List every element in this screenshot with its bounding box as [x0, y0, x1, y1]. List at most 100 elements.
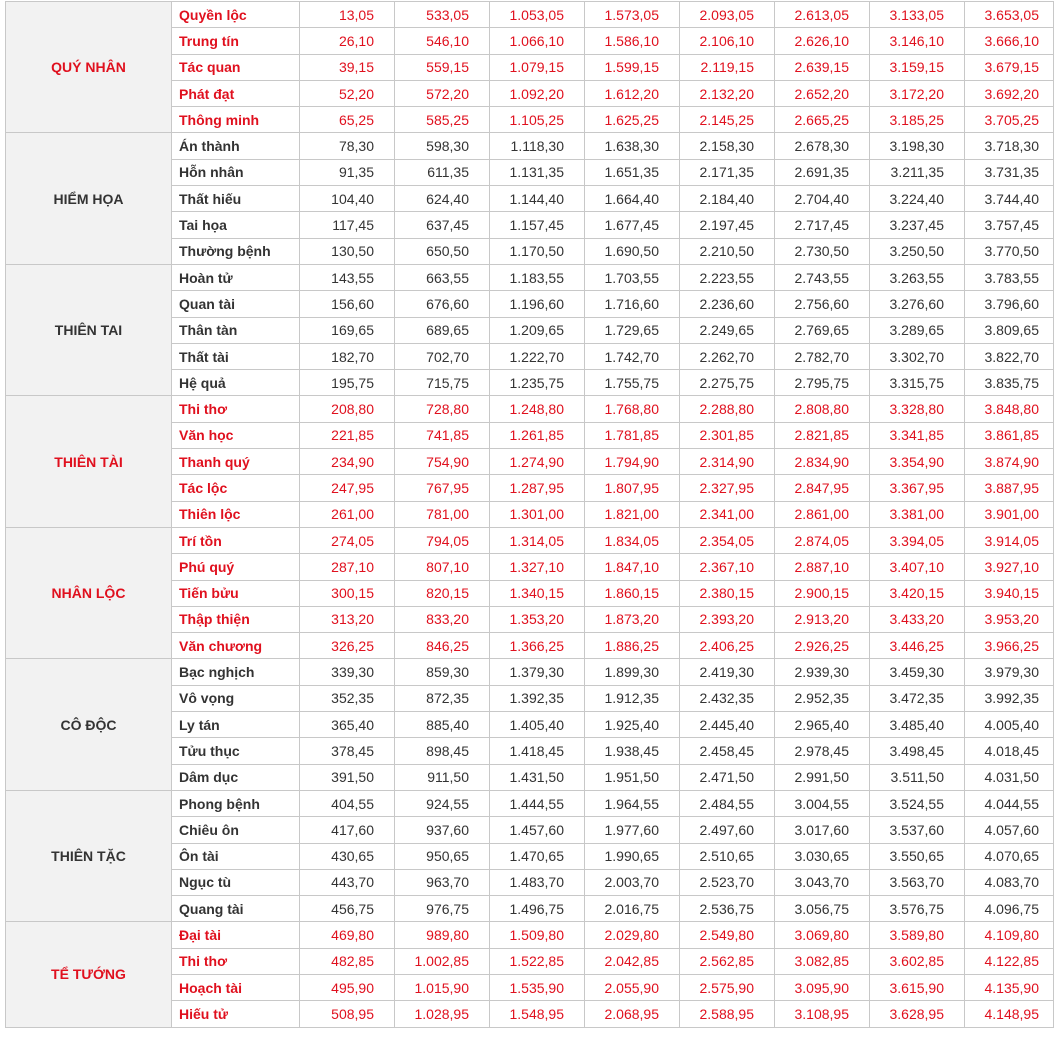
table-row: Quang tài 456,75 976,75 1.496,75 2.016,75 2.5… [6, 895, 1054, 923]
value-cell: 1.183,55 [489, 263, 585, 292]
value-cell: 3.744,40 [964, 185, 1054, 213]
value-cell: 833,20 [394, 605, 490, 634]
value-cell: 1.287,95 [489, 474, 585, 502]
value-cell: 2.119,15 [679, 53, 775, 81]
value-cell: 2.029,80 [584, 921, 680, 949]
value-cell: 1.496,75 [489, 895, 585, 923]
value-cell: 1.755,75 [584, 369, 680, 397]
value-cell: 3.354,90 [869, 448, 965, 476]
row-name: Ôn tài [171, 842, 300, 870]
value-cell: 365,40 [299, 711, 395, 739]
value-cell: 3.563,70 [869, 868, 965, 897]
value-cell: 2.042,85 [584, 947, 680, 975]
value-cell: 976,75 [394, 895, 490, 923]
value-cell: 1.261,85 [489, 421, 585, 450]
value-cell: 482,85 [299, 947, 395, 975]
table-row: THIÊN TẶC Phong bệnh 404,55 924,55 1.444,55 1… [5, 789, 1054, 923]
value-cell: 3.953,20 [964, 605, 1054, 634]
value-cell: 1.170,50 [489, 237, 585, 265]
value-cell: 3.731,35 [964, 158, 1054, 187]
value-cell: 2.626,10 [774, 27, 870, 55]
value-cell: 313,20 [299, 605, 395, 634]
table-row: NHÂN LỘC Trí tồn 274,05 794,05 1.314,05 1.834… [5, 526, 1054, 660]
row-name: Quyền lộc [171, 0, 300, 29]
value-cell: 3.367,95 [869, 474, 965, 502]
row-name: Thiên lộc [171, 500, 300, 528]
value-cell: 559,15 [394, 53, 490, 81]
value-cell: 3.992,35 [964, 684, 1054, 713]
value-cell: 2.756,60 [774, 290, 870, 318]
row-name: Tác quan [171, 53, 300, 81]
value-cell: 1.860,15 [584, 579, 680, 607]
value-cell: 456,75 [299, 895, 395, 923]
value-cell: 2.393,20 [679, 605, 775, 634]
value-cell: 3.861,85 [964, 421, 1054, 450]
value-cell: 3.822,70 [964, 342, 1054, 371]
value-cell: 1.638,30 [584, 132, 680, 160]
value-cell: 2.341,00 [679, 500, 775, 528]
value-cell: 3.757,45 [964, 211, 1054, 239]
value-cell: 1.248,80 [489, 395, 585, 423]
row-name: Thân tàn [171, 316, 300, 344]
value-cell: 2.717,45 [774, 211, 870, 239]
value-cell: 3.315,75 [869, 369, 965, 397]
row-name: Thi thơ [171, 395, 300, 423]
value-cell: 3.185,25 [869, 106, 965, 134]
value-cell: 715,75 [394, 369, 490, 397]
value-cell: 3.420,15 [869, 579, 965, 607]
value-cell: 2.367,10 [679, 553, 775, 581]
value-cell: 1.522,85 [489, 947, 585, 975]
value-cell: 2.197,45 [679, 211, 775, 239]
value-cell: 585,25 [394, 106, 490, 134]
value-cell: 624,40 [394, 185, 490, 213]
value-cell: 1.625,25 [584, 106, 680, 134]
value-cell: 4.096,75 [964, 895, 1054, 923]
value-cell: 754,90 [394, 448, 490, 476]
value-cell: 650,50 [394, 237, 490, 265]
row-name: Án thành [171, 132, 300, 160]
row-name: Bạc nghịch [171, 658, 300, 686]
value-cell: 1.209,65 [489, 316, 585, 344]
value-cell: 495,90 [299, 973, 395, 1002]
value-cell: 78,30 [299, 132, 395, 160]
value-cell: 4.044,55 [964, 789, 1054, 818]
row-name: Hoàn tử [171, 263, 300, 292]
row-name: Thanh quý [171, 448, 300, 476]
value-cell: 1.144,40 [489, 185, 585, 213]
row-name: Thường bệnh [171, 237, 300, 265]
value-cell: 2.913,20 [774, 605, 870, 634]
value-cell: 1.535,90 [489, 973, 585, 1002]
value-cell: 846,25 [394, 632, 490, 660]
value-cell: 1.118,30 [489, 132, 585, 160]
value-cell: 2.847,95 [774, 474, 870, 502]
table-row: Vô vọng 352,35 872,35 1.392,35 1.912,35 2.432… [6, 684, 1054, 713]
table-row: Tác lộc 247,95 767,95 1.287,95 1.807,95 2.327… [6, 474, 1054, 502]
value-cell: 2.288,80 [679, 395, 775, 423]
value-cell: 1.612,20 [584, 79, 680, 108]
value-cell: 91,35 [299, 158, 395, 187]
value-cell: 4.005,40 [964, 711, 1054, 739]
value-cell: 4.135,90 [964, 973, 1054, 1002]
value-cell: 2.471,50 [679, 763, 775, 791]
table-row: Thường bệnh 130,50 650,50 1.170,50 1.690,50 2… [6, 237, 1054, 265]
value-cell: 2.808,80 [774, 395, 870, 423]
row-name: Trí tồn [171, 526, 300, 555]
value-cell: 1.327,10 [489, 553, 585, 581]
value-cell: 2.275,75 [679, 369, 775, 397]
value-cell: 352,35 [299, 684, 395, 713]
value-cell: 3.796,60 [964, 290, 1054, 318]
table-row: Thất tài 182,70 702,70 1.222,70 1.742,70 2.26… [6, 342, 1054, 371]
value-cell: 182,70 [299, 342, 395, 371]
value-cell: 3.537,60 [869, 816, 965, 844]
value-cell: 1.847,10 [584, 553, 680, 581]
value-cell: 4.148,95 [964, 1000, 1054, 1028]
value-cell: 663,55 [394, 263, 490, 292]
value-cell: 2.743,55 [774, 263, 870, 292]
value-cell: 3.407,10 [869, 553, 965, 581]
value-cell: 300,15 [299, 579, 395, 607]
value-cell: 3.082,85 [774, 947, 870, 975]
row-name: Quang tài [171, 895, 300, 923]
value-cell: 2.093,05 [679, 0, 775, 29]
value-cell: 2.665,25 [774, 106, 870, 134]
value-cell: 169,65 [299, 316, 395, 344]
